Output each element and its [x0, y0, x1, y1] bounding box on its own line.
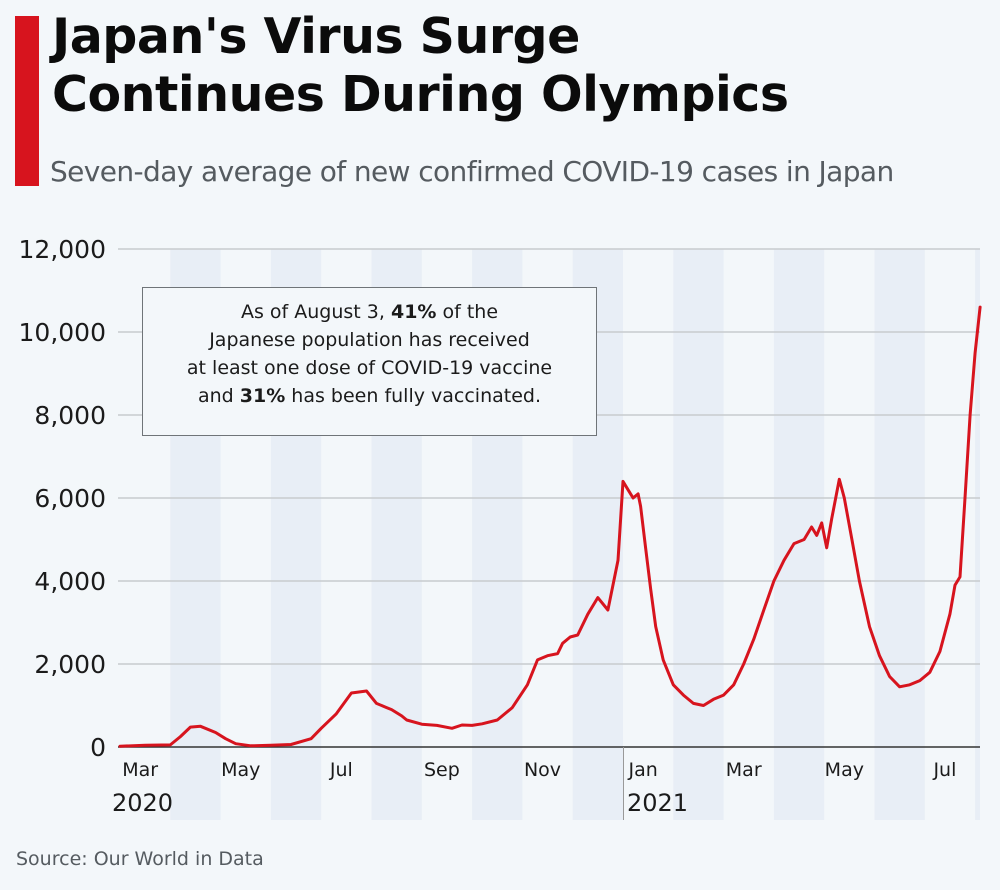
series-line-new-cases — [118, 305, 982, 748]
year-labels: 2020 2021 — [112, 747, 688, 820]
x-tick-label: Mar — [122, 759, 158, 781]
annotation-text: As of August 3, — [240, 301, 391, 323]
x-tick-label: May — [221, 759, 260, 781]
annotation-text: and — [197, 385, 240, 407]
annotation-text: Japanese population has received — [209, 329, 530, 351]
vaccination-annotation-box: As of August 3, 41% of the Japanese popu… — [142, 287, 597, 436]
x-tick-label: Jul — [329, 759, 353, 781]
y-tick-label: 8,000 — [34, 401, 106, 430]
y-tick-label: 0 — [90, 733, 106, 762]
title-line-2: Continues During Olympics — [52, 66, 789, 123]
y-tick-label: 10,000 — [19, 318, 106, 347]
annotation-bold-fully-vaccinated: 31% — [239, 385, 286, 407]
annotation-text: has been fully vaccinated. — [285, 385, 542, 407]
y-axis-ticks: 0 2,000 4,000 6,000 8,000 10,000 12,000 — [19, 235, 106, 762]
year-label: 2021 — [627, 789, 688, 817]
y-tick-label: 2,000 — [34, 650, 106, 679]
x-tick-label: Jul — [932, 759, 956, 781]
annotation-text: of the — [436, 301, 499, 323]
title-accent-bar — [15, 16, 39, 186]
x-tick-label: May — [825, 759, 864, 781]
x-tick-label: Sep — [424, 759, 460, 781]
series-group — [118, 305, 982, 748]
title-line-1: Japan's Virus Surge — [52, 8, 580, 65]
y-tick-label: 4,000 — [34, 567, 106, 596]
annotation-text: at least one dose of COVID-19 vaccine — [186, 357, 553, 379]
chart-subtitle: Seven-day average of new confirmed COVID… — [50, 155, 894, 188]
x-tick-label: Nov — [524, 759, 561, 781]
x-tick-label: Mar — [726, 759, 762, 781]
source-note: Source: Our World in Data — [16, 848, 264, 870]
x-axis-ticks: Mar May Jul Sep Nov Jan Mar May Jul — [122, 759, 956, 781]
year-label: 2020 — [112, 789, 173, 817]
annotation-bold-first-dose: 41% — [390, 301, 437, 323]
x-tick-label: Jan — [627, 759, 657, 781]
month-band — [975, 249, 980, 820]
y-tick-label: 12,000 — [19, 235, 106, 264]
month-band — [874, 249, 925, 820]
chart-title: Japan's Virus Surge Continues During Oly… — [52, 8, 789, 124]
y-tick-label: 6,000 — [34, 484, 106, 513]
month-band — [673, 249, 724, 820]
